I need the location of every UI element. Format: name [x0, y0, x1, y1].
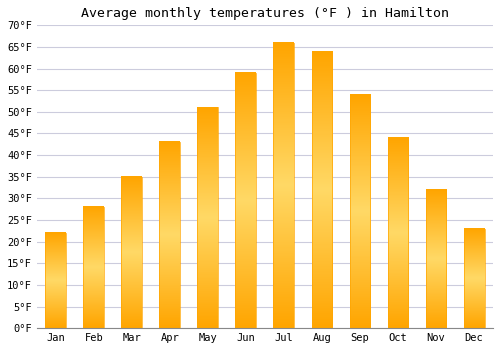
Bar [388, 138, 408, 328]
Bar [236, 73, 256, 328]
Bar [122, 177, 142, 328]
Bar [274, 43, 294, 328]
Bar [198, 107, 218, 328]
Title: Average monthly temperatures (°F ) in Hamilton: Average monthly temperatures (°F ) in Ha… [81, 7, 449, 20]
Bar [350, 94, 370, 328]
Bar [160, 142, 180, 328]
Bar [84, 207, 104, 328]
Bar [312, 51, 332, 328]
Bar [426, 190, 446, 328]
Bar [464, 229, 484, 328]
Bar [46, 233, 66, 328]
